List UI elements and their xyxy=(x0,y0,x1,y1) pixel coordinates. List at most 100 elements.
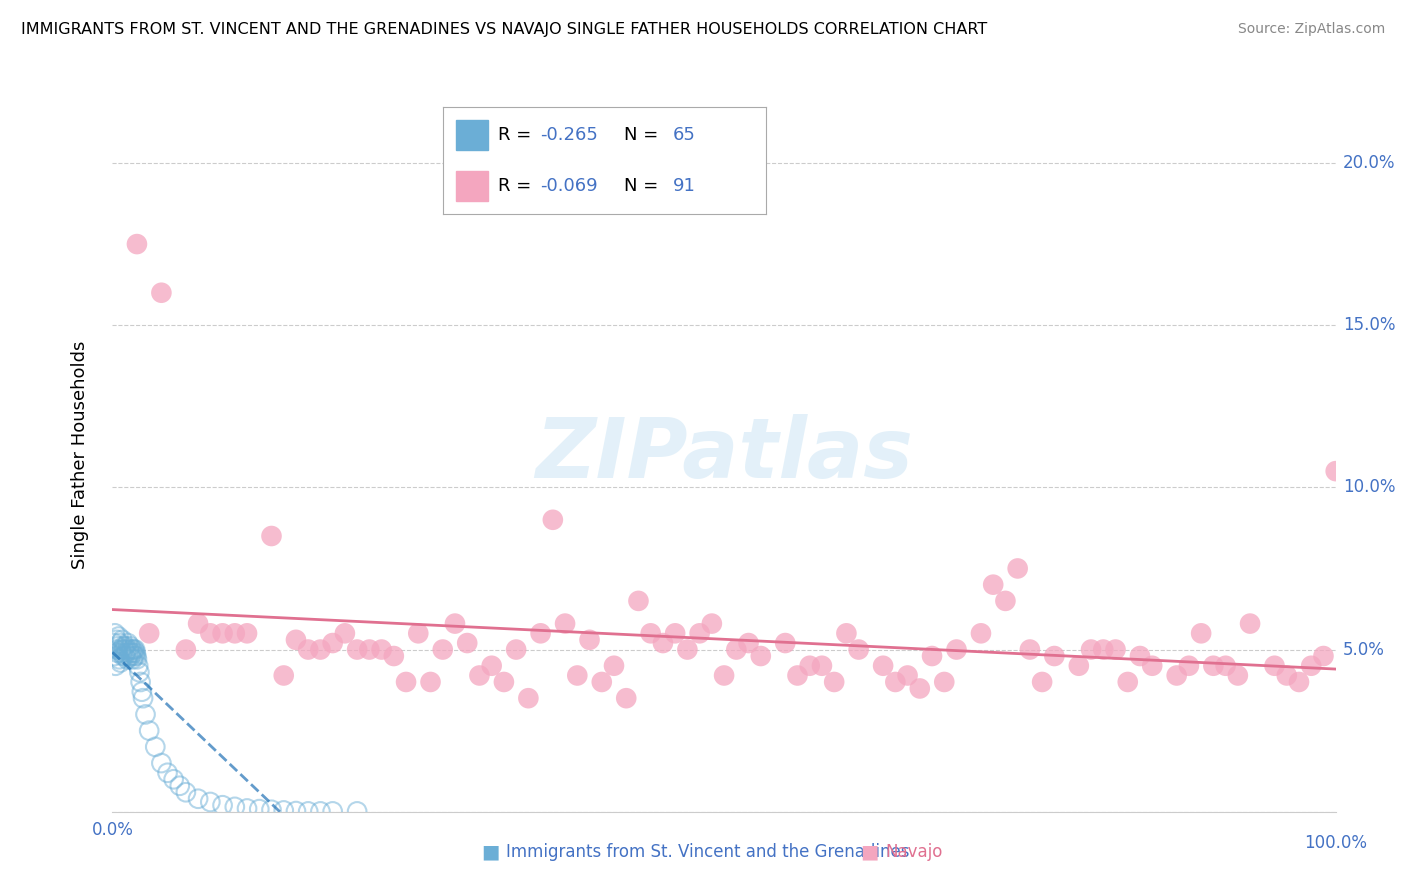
Point xyxy=(1166,668,1188,682)
Point xyxy=(554,616,576,631)
Point xyxy=(174,642,197,657)
Point xyxy=(1116,675,1139,690)
Point xyxy=(125,237,148,252)
Point xyxy=(156,765,179,780)
Text: Navajo: Navajo xyxy=(886,843,943,861)
Point xyxy=(103,636,125,650)
Point xyxy=(823,675,845,690)
Point xyxy=(1092,642,1115,657)
Point xyxy=(1104,642,1126,657)
Point xyxy=(1007,561,1029,575)
Point xyxy=(124,648,146,663)
Point xyxy=(481,658,503,673)
Point xyxy=(174,785,197,799)
FancyBboxPatch shape xyxy=(456,171,488,202)
Point xyxy=(541,513,564,527)
Point xyxy=(118,642,141,657)
Point xyxy=(1324,464,1347,478)
Point xyxy=(1301,658,1323,673)
Point xyxy=(236,801,259,815)
Point xyxy=(114,648,136,663)
Text: 5.0%: 5.0% xyxy=(1343,640,1385,658)
Point xyxy=(117,648,139,663)
Point xyxy=(934,675,956,690)
Point xyxy=(211,626,233,640)
Point xyxy=(1312,648,1334,663)
Point xyxy=(125,648,148,663)
Point xyxy=(138,626,160,640)
Point xyxy=(1067,658,1090,673)
Point xyxy=(105,642,128,657)
Point xyxy=(848,642,870,657)
Point xyxy=(143,739,166,754)
Point xyxy=(111,646,134,660)
FancyBboxPatch shape xyxy=(456,120,488,150)
Point xyxy=(700,616,723,631)
Point xyxy=(676,642,699,657)
Text: ZIPatlas: ZIPatlas xyxy=(536,415,912,495)
Point xyxy=(211,798,233,813)
Point xyxy=(1264,658,1286,673)
Point xyxy=(169,779,191,793)
Point xyxy=(114,640,136,654)
Point xyxy=(725,642,748,657)
Text: R =: R = xyxy=(498,178,537,195)
Point xyxy=(103,648,125,663)
Point xyxy=(908,681,931,696)
Point xyxy=(187,616,209,631)
Point xyxy=(322,636,344,650)
Point xyxy=(578,632,600,647)
Point xyxy=(128,665,150,680)
Point xyxy=(260,529,283,543)
Point xyxy=(273,668,295,682)
Point xyxy=(129,675,152,690)
Text: -0.069: -0.069 xyxy=(540,178,598,195)
Text: ■: ■ xyxy=(481,842,499,862)
Point xyxy=(346,642,368,657)
Point xyxy=(125,652,148,666)
Point xyxy=(664,626,686,640)
Point xyxy=(408,626,430,640)
Point xyxy=(111,648,134,663)
Point xyxy=(273,804,295,818)
Point xyxy=(110,642,132,657)
Point xyxy=(395,675,418,690)
Point xyxy=(432,642,454,657)
Point xyxy=(749,648,772,663)
Point xyxy=(105,632,128,647)
Point xyxy=(138,723,160,738)
Point xyxy=(117,636,139,650)
Point xyxy=(884,675,907,690)
Point xyxy=(872,658,894,673)
Point xyxy=(505,642,527,657)
Point xyxy=(260,803,283,817)
Text: N =: N = xyxy=(624,178,664,195)
Text: -0.265: -0.265 xyxy=(540,126,598,144)
Text: ■: ■ xyxy=(860,842,879,862)
Text: 20.0%: 20.0% xyxy=(1343,154,1395,172)
Point xyxy=(1189,626,1212,640)
Point xyxy=(444,616,467,631)
Point xyxy=(125,646,148,660)
Point xyxy=(1031,675,1053,690)
Point xyxy=(247,802,270,816)
Point xyxy=(115,642,138,657)
Point xyxy=(529,626,551,640)
Point xyxy=(163,772,186,787)
Point xyxy=(970,626,993,640)
Point xyxy=(150,756,173,770)
Text: 91: 91 xyxy=(672,178,696,195)
Point xyxy=(122,642,145,657)
Point xyxy=(1043,648,1066,663)
Point xyxy=(737,636,759,650)
Point xyxy=(107,630,129,644)
Point xyxy=(1288,675,1310,690)
Point xyxy=(297,805,319,819)
Point xyxy=(121,652,143,666)
Point xyxy=(322,805,344,819)
Point xyxy=(309,805,332,819)
Point xyxy=(104,658,127,673)
Point xyxy=(713,668,735,682)
Point xyxy=(1275,668,1298,682)
Point xyxy=(120,640,142,654)
